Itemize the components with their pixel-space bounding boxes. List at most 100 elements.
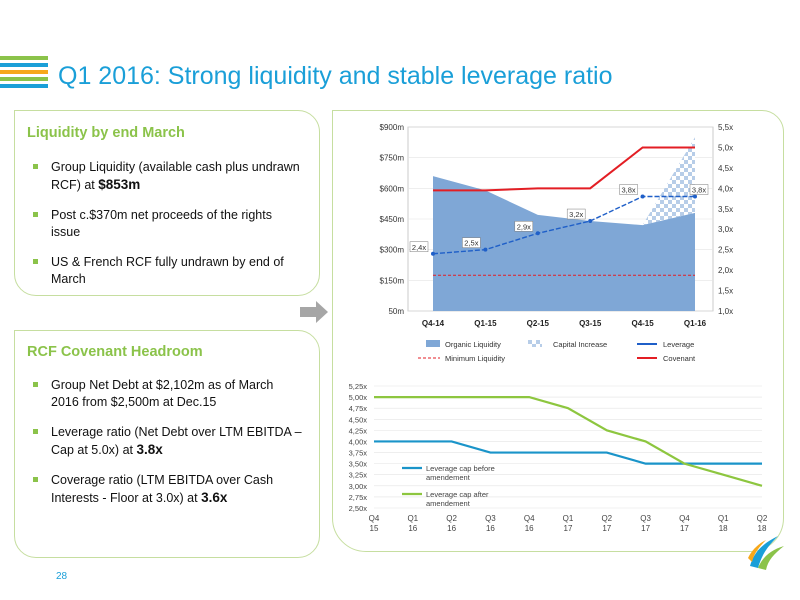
- leverage-data-label: 3,8x: [622, 186, 636, 195]
- x-axis-tick: Q3: [485, 514, 496, 523]
- legend-label: Minimum Liquidity: [445, 354, 505, 363]
- x-axis-tick: 18: [758, 524, 767, 533]
- bullet-text: Post c.$370m net proceeds of the rights …: [51, 208, 272, 239]
- bullet-text: Leverage ratio (Net Debt over LTM EBITDA…: [51, 425, 302, 457]
- cap-before-line: [374, 440, 762, 465]
- bullet-item: Group Net Debt at $2,102m as of March 20…: [23, 377, 303, 411]
- cap-after-line: [374, 395, 763, 487]
- x-axis-tick: 15: [370, 524, 379, 533]
- category-label: Q3-15: [579, 319, 602, 328]
- legend-label: amendement: [426, 473, 471, 482]
- stripe: [0, 84, 48, 88]
- liquidity-title: Liquidity by end March: [27, 125, 185, 141]
- leverage-point: [535, 231, 540, 236]
- leverage-label-box: [462, 237, 481, 248]
- brand-stripes: [0, 56, 48, 91]
- y-axis-tick: 4,00x: [349, 437, 368, 446]
- bullet-bold-value: 3.8x: [136, 442, 163, 457]
- bullet-bold-value: 3.6x: [201, 490, 228, 505]
- leverage-data-label: 2,4x: [412, 243, 426, 252]
- organic-liquidity-area: [433, 176, 695, 311]
- right-axis-tick: 4,5x: [718, 164, 733, 173]
- leverage-point: [588, 219, 593, 224]
- leverage-label-box: [619, 184, 638, 195]
- y-axis-tick: 2,50x: [349, 504, 368, 513]
- covenant-bullets: Group Net Debt at $2,102m as of March 20…: [23, 377, 303, 520]
- liquidity-leverage-chart: 2,4x 2,5x 2,9x 3,2x 3,8x 3,8x $900m $750m $600m $…: [380, 123, 734, 363]
- y-axis-tick: 5,25x: [349, 382, 368, 391]
- x-axis-tick: 17: [602, 524, 611, 533]
- legend-label: Leverage: [663, 340, 694, 349]
- category-label: Q2-15: [527, 319, 550, 328]
- covenant-panel: RCF Covenant Headroom Group Net Debt at …: [14, 330, 320, 558]
- y-axis-tick: 3,75x: [349, 449, 368, 458]
- y-axis-tick: 3,00x: [349, 482, 368, 491]
- bullet-square-icon: [33, 477, 38, 482]
- stripe: [0, 70, 48, 74]
- leverage-line: [432, 195, 695, 255]
- leverage-point: [693, 194, 697, 199]
- category-label: Q4-15: [631, 319, 654, 328]
- bullet-text: Coverage ratio (LTM EBITDA over Cash Int…: [51, 473, 274, 505]
- bullet-square-icon: [33, 382, 38, 387]
- page-number: 28: [56, 571, 68, 582]
- y-axis-tick: 4,75x: [349, 404, 368, 413]
- bullet-square-icon: [33, 259, 38, 264]
- leverage-label-box: [409, 241, 429, 253]
- covenant-title: RCF Covenant Headroom: [27, 344, 203, 360]
- leverage-data-label: 2,5x: [464, 239, 478, 248]
- stripe: [0, 77, 48, 81]
- x-axis-tick: 17: [641, 524, 650, 533]
- bullet-text: Group Net Debt at $2,102m as of March 20…: [51, 378, 274, 409]
- x-axis-tick: Q1: [407, 514, 418, 523]
- bullet-item: Post c.$370m net proceeds of the rights …: [23, 207, 303, 241]
- bullet-item: Leverage ratio (Net Debt over LTM EBITDA…: [23, 424, 303, 459]
- bullet-bold-value: $853m: [98, 177, 141, 192]
- leverage-data-label: 2,9x: [517, 222, 531, 231]
- right-axis-tick: 5,0x: [718, 143, 733, 152]
- right-axis-tick: 2,5x: [718, 246, 733, 255]
- y-axis-tick: 3,50x: [349, 460, 368, 469]
- bullet-text: US & French RCF fully undrawn by end of …: [51, 255, 284, 286]
- left-axis-tick: $900m: [380, 123, 405, 132]
- y-axis-tick: 5,00x: [349, 393, 368, 402]
- leverage-point: [640, 194, 645, 199]
- leverage-data-label: 3,8x: [692, 186, 706, 195]
- x-axis-tick: Q4: [679, 514, 690, 523]
- arrow-right-icon: [300, 301, 328, 323]
- x-axis-tick: Q2: [446, 514, 457, 523]
- left-axis-tick: $150m: [380, 276, 405, 285]
- category-label: Q1-16: [684, 319, 707, 328]
- x-axis-tick: 16: [486, 524, 495, 533]
- bullet-item: Group Liquidity (available cash plus und…: [23, 159, 303, 194]
- x-axis-tick: Q1: [563, 514, 574, 523]
- leverage-point: [431, 251, 435, 256]
- right-axis-tick: 1,0x: [718, 307, 733, 316]
- x-axis-tick: 16: [525, 524, 534, 533]
- bullet-square-icon: [33, 429, 38, 434]
- covenant-line: [433, 146, 695, 192]
- right-axis-tick: 2,0x: [718, 266, 733, 275]
- bullet-item: US & French RCF fully undrawn by end of …: [23, 254, 303, 288]
- right-axis-tick: 4,0x: [718, 184, 733, 193]
- leverage-label-box: [689, 184, 709, 195]
- legend-label: Covenant: [663, 354, 696, 363]
- leverage-label-box: [566, 208, 586, 220]
- legend-swatch-capital: [528, 340, 542, 347]
- y-axis-tick: 4,25x: [349, 426, 368, 435]
- legend-label: Organic Liquidity: [445, 340, 501, 349]
- leverage-data-label: 3,2x: [569, 210, 583, 219]
- liquidity-panel: Liquidity by end March Group Liquidity (…: [14, 110, 320, 296]
- legend-label: amendement: [426, 499, 471, 508]
- x-axis-tick: 18: [719, 524, 728, 533]
- bullet-square-icon: [33, 164, 38, 169]
- stripe: [0, 56, 48, 60]
- x-axis-tick: Q4: [524, 514, 535, 523]
- y-axis-tick: 3,25x: [349, 471, 368, 480]
- left-axis-tick: $300m: [380, 246, 405, 255]
- y-axis-tick: 4,50x: [349, 415, 368, 424]
- x-axis-tick: Q4: [369, 514, 380, 523]
- right-axis-tick: 3,5x: [718, 205, 733, 214]
- x-axis-tick: Q2: [757, 514, 768, 523]
